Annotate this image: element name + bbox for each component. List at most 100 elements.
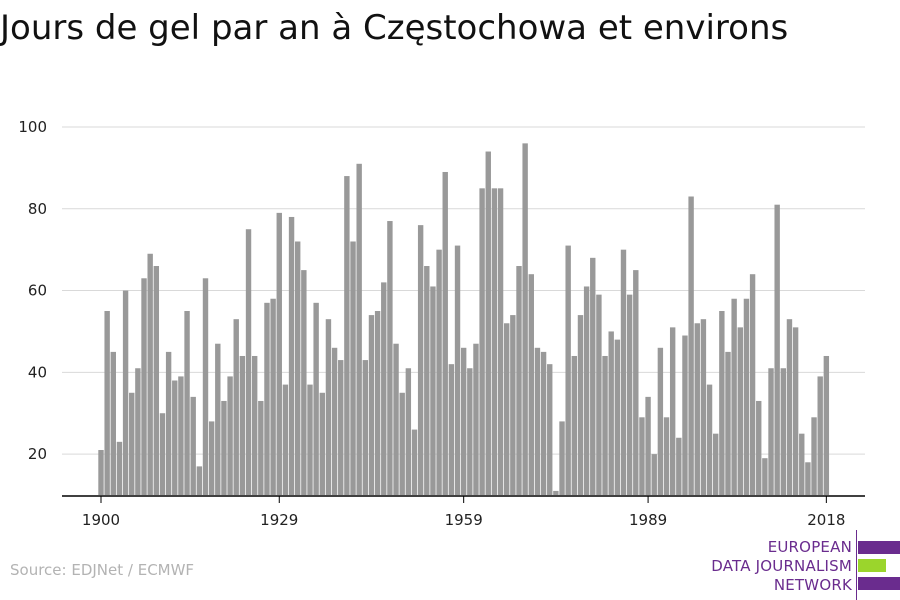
bar-2003 <box>731 298 737 495</box>
y-tick-label: 40 <box>28 363 47 381</box>
bar-1974 <box>553 490 559 495</box>
bar-1914 <box>184 311 190 495</box>
bar-1990 <box>651 454 657 495</box>
bar-1943 <box>362 360 369 495</box>
logo-bar-purple-top <box>858 541 900 554</box>
bar-1976 <box>565 245 571 495</box>
bar-1942 <box>356 163 362 496</box>
bar-2014 <box>799 433 805 495</box>
bar-1907 <box>141 278 147 495</box>
bar-1905 <box>129 392 135 495</box>
bar-1977 <box>571 355 578 495</box>
logo-bar-green <box>858 559 886 572</box>
frost-days-bar-chart: 20 40 60 80 100 1900 1929 1959 1989 2018 <box>18 118 865 529</box>
bar-1936 <box>319 392 325 495</box>
bar-1968 <box>516 266 522 495</box>
bar-1931 <box>288 216 295 495</box>
bar-1975 <box>559 421 565 495</box>
bar-1911 <box>165 351 172 495</box>
bar-1958 <box>454 245 461 495</box>
bar-1988 <box>639 417 645 495</box>
edjnet-logo[interactable]: EUROPEAN DATA JOURNALISM NETWORK <box>690 530 900 600</box>
bar-1904 <box>122 290 129 495</box>
bar-1938 <box>331 347 338 495</box>
bar-1992 <box>663 417 670 495</box>
bar-1989 <box>645 396 651 495</box>
bar-1922 <box>233 319 239 495</box>
bar-1906 <box>135 368 141 495</box>
bar-1962 <box>479 188 485 495</box>
bar-1967 <box>510 315 516 495</box>
y-tick-label: 20 <box>28 445 47 463</box>
bar-2002 <box>725 351 731 495</box>
logo-bar-purple-bottom <box>858 577 900 590</box>
bar-1924 <box>245 229 252 495</box>
y-tick-label: 60 <box>28 282 47 300</box>
x-tick-label: 1900 <box>82 511 120 529</box>
bar-2010 <box>774 204 780 495</box>
bar-1999 <box>706 384 713 495</box>
bar-1950 <box>405 368 412 495</box>
bar-2017 <box>817 376 823 495</box>
x-axis: 1900 1929 1959 1989 2018 <box>82 496 845 529</box>
bars <box>98 143 830 496</box>
bar-1986 <box>626 294 633 495</box>
bar-1909 <box>153 266 160 495</box>
source-note: Source: EDJNet / ECMWF <box>10 561 195 579</box>
bar-1926 <box>258 400 264 495</box>
bar-1978 <box>577 315 584 495</box>
bar-1910 <box>159 413 166 495</box>
bar-1960 <box>467 368 473 495</box>
logo-divider <box>856 530 857 600</box>
bar-2001 <box>719 311 725 495</box>
bar-1930 <box>282 384 289 495</box>
bar-1964 <box>491 188 498 495</box>
bar-1940 <box>344 176 350 495</box>
bar-1903 <box>116 441 123 495</box>
bar-2000 <box>713 433 719 495</box>
bar-1996 <box>688 196 694 495</box>
bar-2015 <box>805 462 811 495</box>
bar-1971 <box>534 347 541 495</box>
bar-1945 <box>374 311 381 495</box>
bar-1925 <box>251 355 258 495</box>
bar-2018 <box>823 355 830 495</box>
bar-1947 <box>387 221 393 496</box>
bar-1961 <box>473 343 479 495</box>
bar-1969 <box>522 143 528 496</box>
bar-1919 <box>215 343 221 495</box>
logo-line-european: EUROPEAN <box>767 538 852 556</box>
bar-1987 <box>633 270 639 495</box>
bar-1915 <box>190 396 196 495</box>
bar-1982 <box>602 355 608 495</box>
bar-2006 <box>749 274 756 495</box>
x-tick-label: 1929 <box>260 511 298 529</box>
bar-1920 <box>221 400 227 495</box>
bar-1918 <box>208 421 215 495</box>
bar-1952 <box>417 225 424 495</box>
x-tick-label: 1989 <box>629 511 667 529</box>
bar-1901 <box>104 311 110 495</box>
bar-1957 <box>448 364 455 495</box>
bar-1953 <box>424 266 430 495</box>
bar-1963 <box>485 151 491 495</box>
bar-2013 <box>792 327 799 495</box>
bar-2011 <box>780 368 787 495</box>
bar-1983 <box>608 331 614 495</box>
bar-1937 <box>325 319 332 495</box>
logo-line-network: NETWORK <box>773 576 852 594</box>
bar-2005 <box>743 298 750 495</box>
bar-1970 <box>528 274 534 495</box>
bar-1928 <box>270 298 276 495</box>
bar-1949 <box>399 392 405 495</box>
x-tick-label: 1959 <box>445 511 483 529</box>
bar-1994 <box>676 437 682 495</box>
bar-1984 <box>614 339 621 495</box>
bar-2004 <box>737 327 743 495</box>
bar-1980 <box>590 257 596 495</box>
bar-1954 <box>430 286 436 495</box>
bar-1997 <box>694 323 700 495</box>
bar-1966 <box>504 323 510 495</box>
bar-1912 <box>172 380 178 495</box>
bar-1991 <box>657 347 664 495</box>
